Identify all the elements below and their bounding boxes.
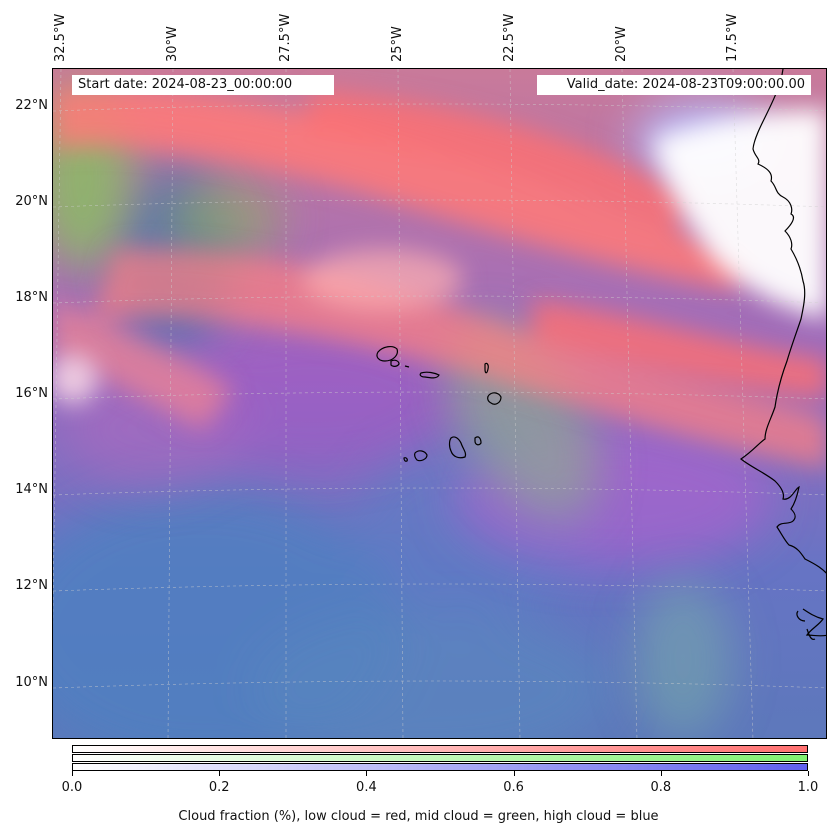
island-sal (484, 362, 489, 374)
cape-verde-islands (376, 346, 502, 462)
start-date-label: Start date: 2024-08-23_00:00:00 (72, 75, 334, 95)
african-coastline (739, 69, 826, 574)
colorbar-caption: Cloud fraction (%), low cloud = red, mid… (178, 809, 659, 824)
parallel-gridline (53, 680, 826, 689)
island-santiago (448, 436, 467, 459)
valid-date-label: Valid_date: 2024-08-23T09:00:00.00 (537, 75, 811, 95)
parallel-gridline (53, 295, 826, 304)
colorbar-tick-label: 0.6 (503, 780, 524, 795)
colorbar-tick (72, 771, 73, 776)
colorbar-mid-cloud (72, 754, 808, 762)
meridian-gridline (167, 69, 174, 738)
colorbar-tick (660, 771, 662, 776)
cloud-fraction-map (52, 68, 827, 739)
longitude-label: 27.5°W (278, 13, 293, 62)
colorbar-tick-label: 0.8 (650, 780, 672, 795)
colorbar-tick-label: 1.0 (797, 780, 819, 795)
colorbar-tick (219, 771, 221, 776)
latitude-label: 22°N (15, 98, 48, 113)
low-cloud-layer (53, 87, 826, 469)
colorbar-tick-label: 0.0 (61, 780, 83, 795)
colorbar-high-cloud (72, 763, 808, 771)
meridian-gridline (621, 69, 638, 738)
island-boa-vista (487, 392, 502, 405)
meridian-gridline (509, 69, 521, 738)
colorbar-tick (513, 771, 515, 776)
longitude-label: 20°W (614, 26, 629, 62)
map-canvas (53, 69, 826, 738)
longitude-label: 25°W (390, 26, 405, 62)
parallel-gridline (53, 199, 826, 208)
colorbar-tick-label: 0.2 (208, 780, 230, 795)
latitude-label: 10°N (15, 675, 48, 690)
parallel-gridline (53, 391, 826, 400)
parallel-gridline (53, 583, 826, 592)
island-fogo (414, 450, 428, 462)
longitude-label: 17.5°W (725, 13, 740, 62)
parallel-gridline (53, 487, 826, 496)
coastlines (739, 69, 826, 640)
latitude-label: 18°N (15, 290, 48, 305)
latitude-label: 14°N (15, 482, 48, 497)
longitude-label: 22.5°W (502, 13, 517, 62)
map-gridlines (53, 69, 826, 738)
longitude-label: 30°W (165, 26, 180, 62)
colorbar-tick (366, 771, 368, 776)
island-sao-nicolau (419, 371, 440, 379)
island-maio (474, 436, 482, 446)
longitude-label: 32.5°W (53, 13, 68, 62)
colorbar-tick-label: 0.4 (356, 780, 377, 795)
colorbar (72, 745, 808, 771)
island-santa-luzia (404, 365, 410, 368)
colorbar-low-cloud (72, 745, 808, 753)
african-coastline-south (796, 608, 826, 640)
latitude-label: 12°N (15, 578, 48, 593)
meridian-gridline (732, 69, 754, 738)
meridian-gridline (397, 69, 404, 738)
parallel-gridline (53, 103, 826, 112)
island-brava (403, 457, 408, 462)
latitude-label: 20°N (15, 194, 48, 209)
latitude-label: 16°N (15, 386, 48, 401)
clear-area (53, 109, 826, 404)
island-santo-antao (376, 346, 398, 362)
island-sao-vicente (390, 359, 400, 367)
colorbar-tick (808, 771, 809, 776)
